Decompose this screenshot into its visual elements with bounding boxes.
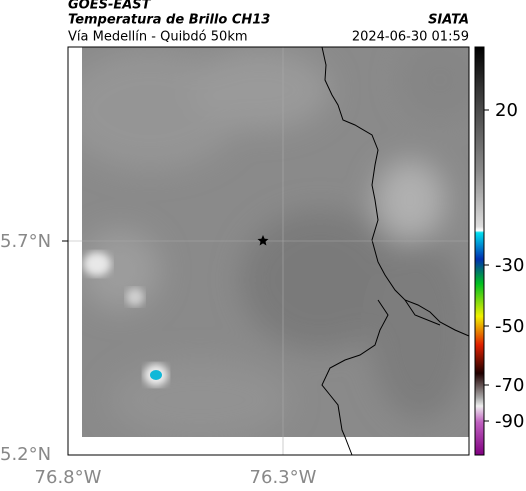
timestamp: 2024-06-30 01:59	[352, 30, 469, 45]
colorbar-label: -90	[495, 411, 524, 432]
lat-label: 5.2°N	[0, 444, 51, 465]
lat-label: 5.7°N	[0, 231, 51, 252]
source: SIATA	[428, 13, 469, 28]
colorbar-label: -70	[495, 375, 524, 396]
colorbar-label: -50	[495, 316, 524, 337]
subtitle: Temperatura de Brillo CH13	[68, 13, 270, 28]
title: GOES-EAST	[68, 0, 152, 13]
colorbar-ticks	[484, 109, 489, 422]
satellite-image	[82, 47, 469, 437]
location: Vía Medellín - Quibdó 50km	[68, 30, 248, 45]
lon-label: 76.3°W	[250, 467, 317, 488]
colorbar-label: 20	[495, 100, 518, 121]
colorbar	[474, 46, 485, 456]
location-marker	[257, 235, 269, 246]
map-frame	[67, 46, 470, 456]
lon-label: 76.8°W	[35, 467, 102, 488]
colorbar-label: -30	[495, 255, 524, 276]
borders	[321, 46, 470, 456]
